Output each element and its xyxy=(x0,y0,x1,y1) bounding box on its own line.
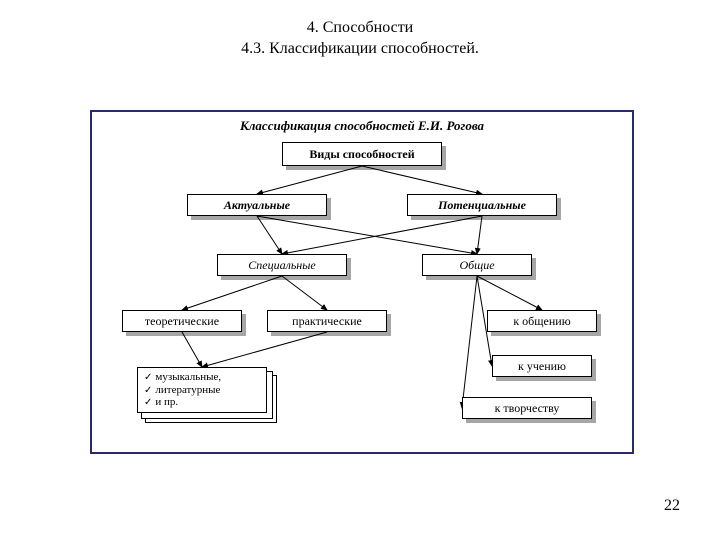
page-number: 22 xyxy=(664,497,680,515)
node-practical-label: практические xyxy=(267,310,387,332)
edge-special-theoretical xyxy=(182,276,282,310)
node-to_learn-label: к учению xyxy=(492,355,592,377)
node-theoretical-label: теоретические xyxy=(122,310,242,332)
title-line-1: 4. Способности xyxy=(0,18,720,39)
edge-potential-general xyxy=(477,216,482,254)
check-icon: ✓ xyxy=(144,372,152,383)
stack-line: ✓музыкальные, xyxy=(144,371,221,384)
node-special: Специальные xyxy=(217,254,347,276)
edge-general-to_create xyxy=(462,276,477,408)
title-line-2: 4.3. Классификации способностей. xyxy=(0,39,720,60)
node-potential-label: Потенциальные xyxy=(407,194,557,216)
node-actual-label: Актуальные xyxy=(187,194,327,216)
node-special-label: Специальные xyxy=(217,254,347,276)
edge-actual-special xyxy=(257,216,282,254)
check-icon: ✓ xyxy=(144,397,152,408)
edge-potential-special xyxy=(282,216,482,254)
node-general: Общие xyxy=(422,254,532,276)
diagram-frame: Классификация способностей Е.И. Рогова В… xyxy=(90,110,634,454)
stack-line: ✓литературные xyxy=(144,384,221,397)
edge-special-practical xyxy=(282,276,327,310)
edge-root-potential xyxy=(362,166,482,194)
stack-line: ✓и пр. xyxy=(144,396,221,409)
edge-root-actual xyxy=(257,166,362,194)
node-to_create: к творчеству xyxy=(462,397,592,419)
node-potential: Потенциальные xyxy=(407,194,557,216)
node-to_comm-label: к общению xyxy=(487,310,597,332)
node-practical: практические xyxy=(267,310,387,332)
edge-practical-stack xyxy=(202,332,327,367)
node-theoretical: теоретические xyxy=(122,310,242,332)
node-general-label: Общие xyxy=(422,254,532,276)
page: 4. Способности 4.3. Классификации способ… xyxy=(0,0,720,540)
node-actual: Актуальные xyxy=(187,194,327,216)
edge-theoretical-stack xyxy=(182,332,202,367)
node-to_create-label: к творчеству xyxy=(462,397,592,419)
edge-actual-general xyxy=(257,216,477,254)
node-root: Виды способностей xyxy=(282,142,442,166)
chart-title: Классификация способностей Е.И. Рогова xyxy=(92,118,632,134)
node-to_comm: к общению xyxy=(487,310,597,332)
edge-general-to_comm xyxy=(477,276,542,310)
node-stack-box: ✓музыкальные,✓литературные✓и пр. xyxy=(137,367,267,413)
node-to_learn: к учению xyxy=(492,355,592,377)
node-root-label: Виды способностей xyxy=(282,142,442,166)
node-stack: ✓музыкальные,✓литературные✓и пр. xyxy=(137,367,267,413)
check-icon: ✓ xyxy=(144,385,152,396)
page-title: 4. Способности 4.3. Классификации способ… xyxy=(0,0,720,60)
